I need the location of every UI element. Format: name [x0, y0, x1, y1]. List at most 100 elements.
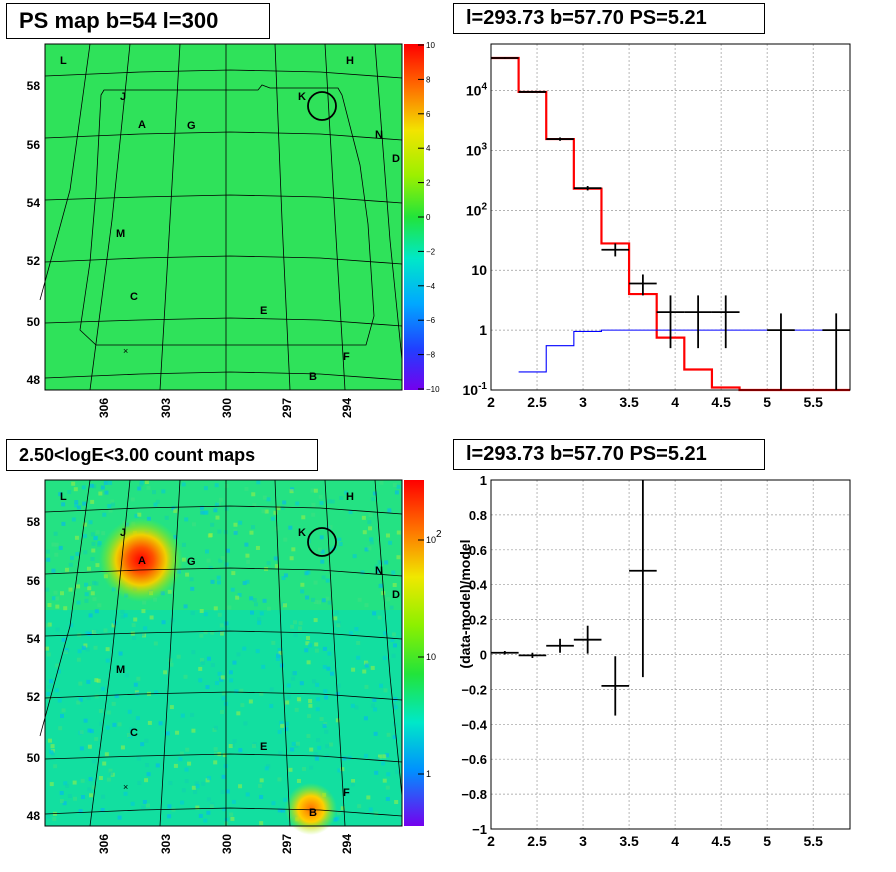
noise-pixel — [302, 766, 307, 771]
noise-pixel — [167, 589, 172, 594]
noise-pixel — [117, 815, 122, 820]
noise-pixel — [224, 483, 229, 488]
noise-pixel — [152, 490, 157, 495]
noise-pixel — [236, 711, 241, 716]
noise-pixel — [338, 542, 343, 547]
noise-pixel — [313, 600, 318, 605]
longitude-line — [324, 43, 346, 391]
noise-pixel — [90, 557, 95, 562]
x-tick-label: 3.5 — [619, 833, 639, 849]
noise-pixel — [309, 747, 314, 752]
source-label-a: A — [138, 555, 146, 567]
noise-pixel — [291, 741, 296, 746]
noise-pixel — [145, 803, 150, 808]
data-point — [656, 295, 685, 349]
noise-pixel — [56, 669, 61, 674]
noise-pixel — [46, 652, 51, 657]
noise-pixel — [149, 615, 154, 620]
noise-pixel — [374, 564, 379, 569]
noise-pixel — [85, 647, 90, 652]
noise-pixel — [120, 745, 125, 750]
noise-pixel — [155, 499, 160, 504]
noise-pixel — [317, 600, 322, 605]
noise-pixel — [213, 508, 218, 513]
noise-pixel — [214, 483, 219, 488]
noise-pixel — [109, 771, 114, 776]
noise-pixel — [280, 506, 285, 511]
noise-pixel — [185, 572, 190, 577]
noise-pixel — [77, 649, 82, 654]
noise-pixel — [111, 701, 116, 706]
source-label-n: N — [375, 129, 383, 141]
noise-pixel — [198, 666, 203, 671]
source-label-n: N — [375, 565, 383, 577]
noise-pixel — [254, 602, 259, 607]
noise-pixel — [47, 738, 52, 743]
noise-pixel — [224, 562, 229, 567]
noise-pixel — [329, 671, 334, 676]
source-label-e: E — [260, 741, 267, 753]
noise-pixel — [79, 746, 84, 751]
noise-pixel — [141, 609, 146, 614]
noise-pixel — [50, 744, 55, 749]
noise-pixel — [200, 660, 205, 665]
source-label-b: B — [309, 807, 317, 819]
noise-pixel — [395, 770, 400, 775]
noise-pixel — [327, 600, 332, 605]
residual-plot — [491, 480, 657, 716]
data-point — [491, 57, 519, 59]
noise-pixel — [379, 683, 384, 688]
noise-pixel — [321, 575, 326, 580]
noise-pixel — [304, 648, 309, 653]
noise-pixel — [50, 752, 55, 757]
noise-pixel — [89, 729, 94, 734]
noise-pixel — [208, 533, 213, 538]
colorbar-tick-label: −8 — [426, 351, 436, 360]
noise-pixel — [88, 520, 93, 525]
noise-pixel — [249, 596, 254, 601]
noise-pixel — [104, 490, 109, 495]
noise-pixel — [213, 725, 218, 730]
source-label-j: J — [120, 527, 126, 539]
noise-pixel — [59, 799, 64, 804]
noise-pixel — [364, 603, 369, 608]
noise-pixel — [210, 522, 215, 527]
noise-pixel — [337, 768, 342, 773]
noise-pixel — [382, 655, 387, 660]
noise-pixel — [130, 801, 135, 806]
noise-pixel — [298, 621, 303, 626]
noise-pixel — [264, 766, 269, 771]
noise-pixel — [45, 646, 50, 651]
noise-pixel — [170, 618, 175, 623]
noise-pixel — [110, 499, 115, 504]
noise-pixel — [146, 485, 151, 490]
noise-pixel — [219, 677, 224, 682]
y-tick-label: 10 — [471, 262, 487, 278]
noise-pixel — [90, 591, 95, 596]
noise-pixel — [92, 597, 97, 602]
noise-pixel — [46, 549, 51, 554]
noise-pixel — [279, 663, 284, 668]
noise-pixel — [251, 525, 256, 530]
noise-pixel — [120, 614, 125, 619]
y-tick-label: 56 — [27, 138, 41, 152]
longitude-line — [159, 479, 181, 827]
noise-pixel — [383, 631, 388, 636]
noise-pixel — [120, 609, 125, 614]
noise-pixel — [242, 646, 247, 651]
noise-pixel — [55, 604, 60, 609]
noise-pixel — [69, 623, 74, 628]
noise-pixel — [279, 720, 284, 725]
noise-pixel — [340, 806, 345, 811]
noise-pixel — [190, 712, 195, 717]
noise-pixel — [386, 732, 391, 737]
colorbar-tick-label: 10 — [426, 41, 435, 50]
noise-pixel — [261, 664, 266, 669]
noise-pixel — [154, 690, 159, 695]
longitude-line — [274, 43, 291, 391]
noise-pixel — [319, 535, 324, 540]
noise-pixel — [313, 580, 318, 585]
noise-pixel — [356, 640, 361, 645]
noise-pixel — [142, 799, 147, 804]
